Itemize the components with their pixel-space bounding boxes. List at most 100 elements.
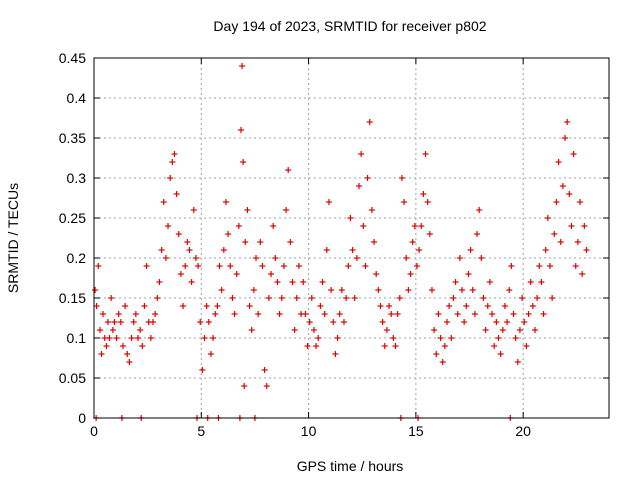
data-point — [154, 295, 161, 301]
data-point — [239, 63, 246, 69]
data-point — [158, 247, 165, 253]
x-tick-label: 15 — [408, 423, 424, 439]
y-tick-label: 0 — [78, 410, 86, 426]
data-point — [553, 199, 560, 205]
data-point — [463, 303, 470, 309]
data-point — [521, 319, 528, 325]
data-point — [409, 239, 416, 245]
data-point — [377, 303, 384, 309]
data-point — [188, 279, 195, 285]
data-point — [428, 287, 435, 293]
data-point — [175, 231, 182, 237]
data-point — [459, 287, 466, 293]
data-point — [233, 271, 240, 277]
data-point — [534, 295, 541, 301]
data-point — [362, 263, 369, 269]
data-point — [454, 311, 461, 317]
data-point — [360, 223, 367, 229]
data-point — [529, 303, 536, 309]
data-point — [416, 247, 423, 253]
data-point — [182, 263, 189, 269]
data-point — [467, 247, 474, 253]
data-point — [323, 247, 330, 253]
data-points — [92, 63, 590, 421]
data-point — [244, 207, 251, 213]
data-point — [353, 255, 360, 261]
data-point — [272, 255, 279, 261]
data-point — [570, 151, 577, 157]
data-point — [562, 135, 569, 141]
axis-ticks — [93, 57, 609, 419]
data-point — [396, 295, 403, 301]
data-point — [283, 207, 290, 213]
data-point — [150, 319, 157, 325]
data-point — [476, 207, 483, 213]
data-point — [255, 311, 262, 317]
y-axis-label: SRMTID / TECUs — [5, 183, 21, 293]
data-point — [364, 175, 371, 181]
data-point — [214, 303, 221, 309]
data-point — [109, 327, 116, 333]
data-point — [119, 343, 126, 349]
data-point — [519, 295, 526, 301]
data-point — [295, 263, 302, 269]
data-point — [199, 367, 206, 373]
data-point — [325, 199, 332, 205]
data-point — [388, 311, 395, 317]
y-tick-label: 0.35 — [59, 130, 86, 146]
data-point — [225, 231, 232, 237]
data-point — [207, 351, 214, 357]
data-point — [165, 223, 172, 229]
data-point — [469, 287, 476, 293]
data-point — [246, 303, 253, 309]
data-point — [544, 215, 551, 221]
data-point — [540, 311, 547, 317]
data-point — [173, 191, 180, 197]
data-point — [201, 335, 208, 341]
data-point — [293, 295, 300, 301]
data-point — [195, 263, 202, 269]
data-point — [128, 335, 135, 341]
data-point — [137, 327, 144, 333]
data-point — [390, 335, 397, 341]
data-point — [117, 319, 124, 325]
y-tick-label: 0.1 — [67, 330, 87, 346]
data-point — [240, 159, 247, 165]
data-point — [471, 311, 478, 317]
data-point — [431, 327, 438, 333]
data-point — [141, 303, 148, 309]
data-point — [306, 319, 313, 325]
data-point — [270, 223, 277, 229]
data-point — [386, 303, 393, 309]
data-point — [448, 335, 455, 341]
data-point — [551, 231, 558, 237]
data-point — [104, 319, 111, 325]
data-point — [192, 255, 199, 261]
data-point — [501, 303, 508, 309]
data-point — [493, 319, 500, 325]
data-point — [401, 199, 408, 205]
data-point — [512, 335, 519, 341]
data-point — [338, 287, 345, 293]
data-point — [499, 327, 506, 333]
data-point — [452, 279, 459, 285]
x-tick-label: 10 — [301, 423, 317, 439]
data-point — [439, 359, 446, 365]
data-point — [108, 295, 115, 301]
data-point — [308, 295, 315, 301]
data-point — [216, 263, 223, 269]
data-point — [319, 279, 326, 285]
data-point — [525, 311, 532, 317]
data-point — [261, 367, 268, 373]
data-point — [177, 271, 184, 277]
data-point — [546, 263, 553, 269]
data-point — [510, 311, 517, 317]
data-point — [356, 183, 363, 189]
data-point — [332, 351, 339, 357]
data-point — [531, 327, 538, 333]
data-point — [514, 359, 521, 365]
data-point — [171, 151, 178, 157]
data-point — [210, 335, 217, 341]
data-point — [253, 255, 260, 261]
data-point — [98, 351, 105, 357]
